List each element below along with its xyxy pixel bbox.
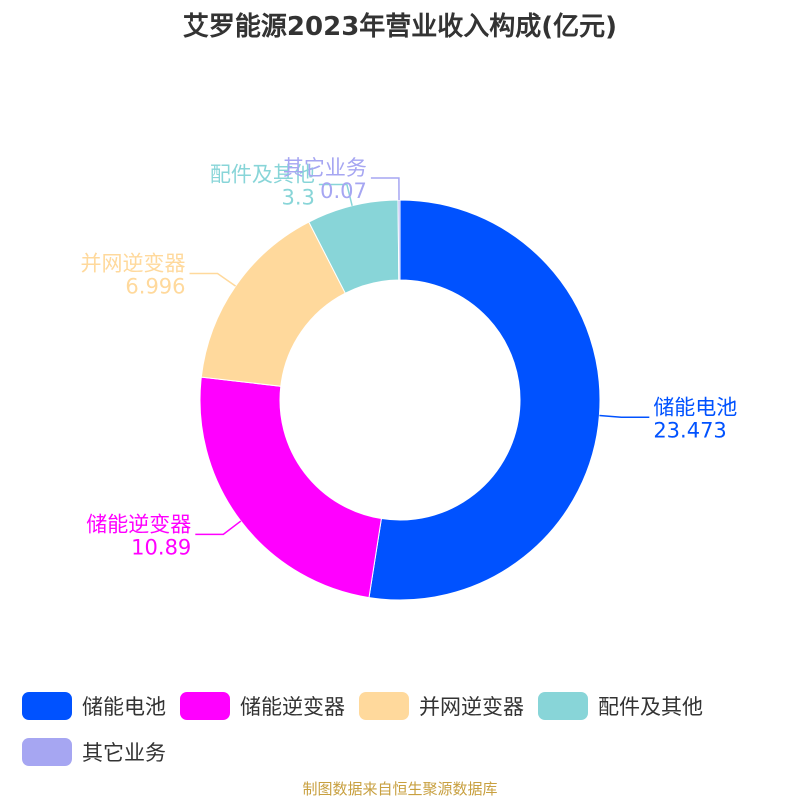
legend-item-other-business[interactable]: 其它业务	[22, 734, 166, 770]
legend-swatch	[359, 692, 409, 720]
leader-line-other-business	[370, 177, 400, 201]
slice-label-other-business: 其它业务	[283, 156, 367, 180]
legend: 储能电池 储能逆变器 并网逆变器 配件及其他其它业务	[22, 688, 792, 780]
legend-swatch	[22, 692, 72, 720]
slice-energy-storage-battery	[368, 199, 601, 601]
slice-label-energy-storage-inverter: 储能逆变器	[86, 512, 191, 536]
legend-label: 配件及其他	[598, 695, 703, 719]
leader-line-accessories-other	[318, 183, 353, 206]
source-note: 制图数据来自恒生聚源数据库	[302, 780, 498, 798]
slice-value-accessories-other: 3.3	[281, 185, 314, 209]
slice-value-other-business: 0.07	[320, 179, 367, 203]
leader-line-grid-inverter	[189, 272, 237, 287]
slice-value-energy-storage-battery: 23.473	[653, 418, 726, 442]
legend-swatch	[538, 692, 588, 720]
slice-label-grid-inverter: 并网逆变器	[81, 252, 186, 276]
slice-value-grid-inverter: 6.996	[125, 275, 185, 299]
legend-swatch	[22, 738, 72, 766]
legend-label: 其它业务	[82, 741, 166, 765]
slice-label-accessories-other: 配件及其他	[210, 162, 315, 186]
slice-label-energy-storage-battery: 储能电池	[653, 395, 737, 419]
chart-title: 艾罗能源2023年营业收入构成(亿元)	[182, 12, 618, 42]
legend-label: 储能电池	[82, 695, 166, 719]
slice-value-energy-storage-inverter: 10.89	[131, 535, 191, 559]
legend-label: 储能逆变器	[240, 695, 345, 719]
legend-label: 并网逆变器	[419, 695, 524, 719]
leader-line-energy-storage-battery	[599, 414, 650, 419]
leader-line-energy-storage-inverter	[195, 520, 242, 536]
slice-other-business	[397, 199, 401, 281]
legend-item-accessories-other[interactable]: 配件及其他	[538, 688, 703, 724]
legend-item-energy-storage-battery[interactable]: 储能电池	[22, 688, 166, 724]
legend-item-energy-storage-inverter[interactable]: 储能逆变器	[180, 688, 345, 724]
legend-swatch	[180, 692, 230, 720]
slice-energy-storage-inverter	[199, 376, 382, 599]
legend-item-grid-inverter[interactable]: 并网逆变器	[359, 688, 524, 724]
